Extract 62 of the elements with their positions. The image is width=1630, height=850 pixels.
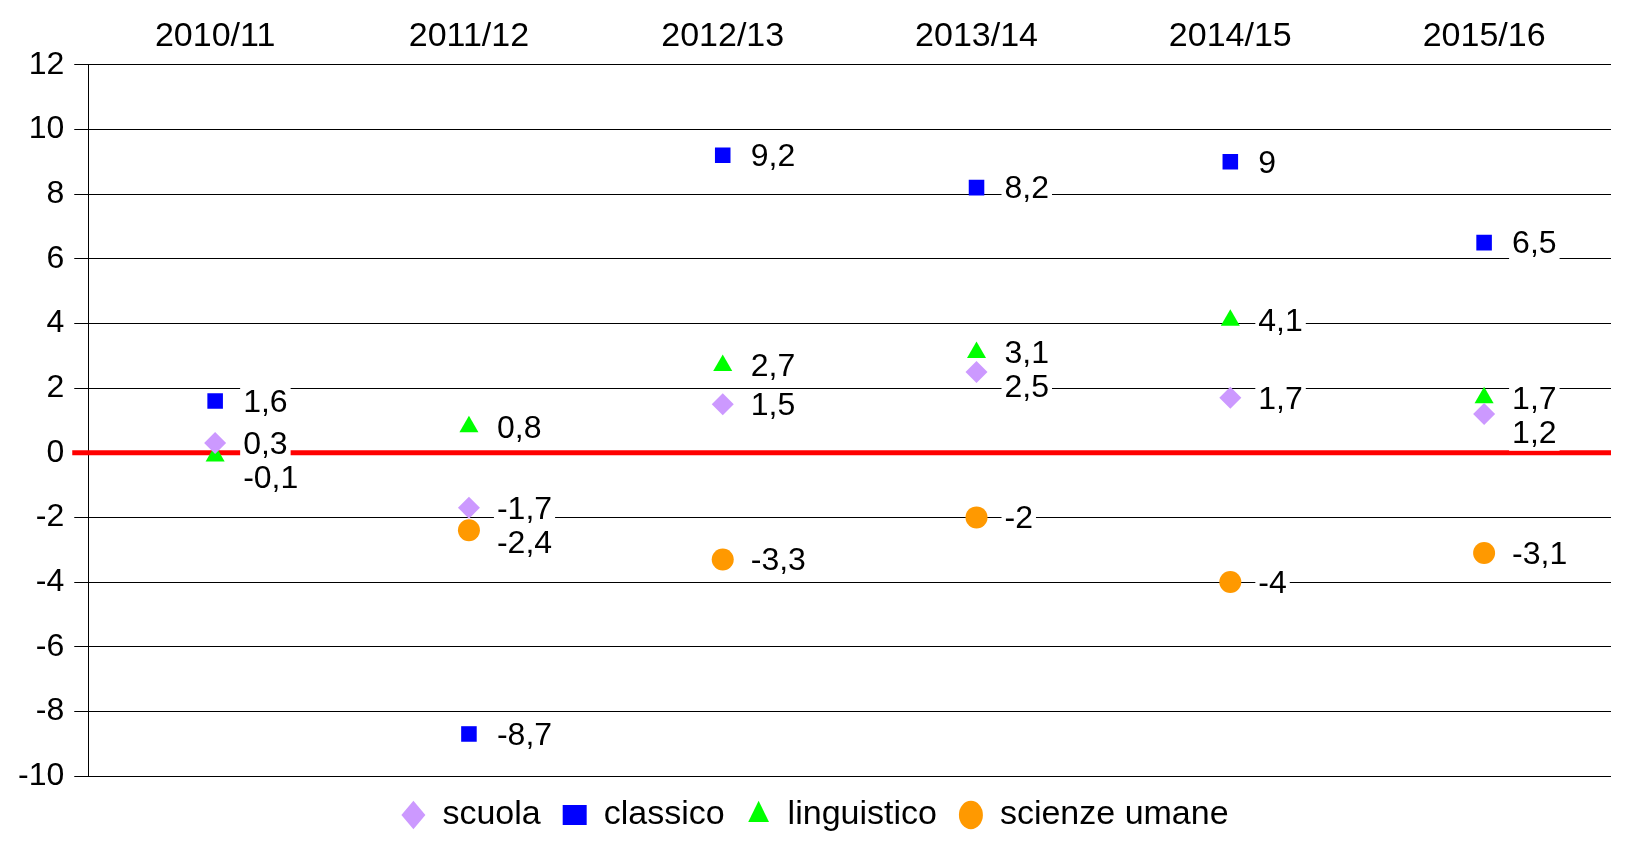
y-tick-label: -6 <box>35 626 65 663</box>
x-tick-label: 2015/16 <box>1422 14 1546 53</box>
y-tick-label: 2 <box>46 367 65 404</box>
x-tick-label: 2010/11 <box>154 14 276 53</box>
data-label: -0,1 <box>243 458 299 495</box>
point <box>1473 402 1496 425</box>
x-tick-label: 2014/15 <box>1168 14 1292 53</box>
data-label: -3,3 <box>750 541 806 578</box>
data-label: 0,8 <box>496 408 542 445</box>
data-label: 8,2 <box>1004 169 1050 206</box>
legend-label: classico <box>603 793 725 832</box>
data-label: -2 <box>1004 499 1033 536</box>
data-label: 0,3 <box>243 424 288 461</box>
y-tick-label: -8 <box>35 691 65 728</box>
data-label: 2,5 <box>1004 368 1050 405</box>
point <box>204 432 227 455</box>
y-tick-label: 0 <box>46 432 65 469</box>
point <box>711 548 734 571</box>
y-tick-label: -4 <box>35 561 65 598</box>
y-tick-label: -10 <box>18 755 65 792</box>
data-label: 9,2 <box>750 137 796 174</box>
data-label: -4 <box>1258 563 1287 600</box>
data-label: 1,6 <box>243 382 288 419</box>
point <box>461 726 477 742</box>
point <box>457 496 480 519</box>
point <box>1476 234 1492 251</box>
legend-label: scuola <box>442 793 541 832</box>
data-label: 1,7 <box>1258 379 1303 416</box>
point <box>457 519 480 542</box>
x-tick-label: 2013/14 <box>915 14 1038 53</box>
data-label: 3,1 <box>1004 334 1050 371</box>
y-tick-label: 4 <box>46 303 65 340</box>
point <box>711 393 734 416</box>
data-label: 1,7 <box>1512 379 1557 416</box>
y-tick-label: -2 <box>35 497 65 534</box>
point <box>207 393 223 409</box>
point <box>1473 541 1496 564</box>
data-label: 6,5 <box>1512 224 1557 261</box>
y-tick-label: 8 <box>46 173 65 210</box>
point <box>965 506 988 529</box>
data-label: 2,7 <box>750 347 796 384</box>
y-tick-label: 12 <box>28 44 65 81</box>
data-label: 1,5 <box>750 386 796 423</box>
point <box>1219 386 1242 409</box>
point <box>968 179 985 196</box>
data-label: -3,1 <box>1512 534 1568 571</box>
data-label: -8,7 <box>496 715 553 752</box>
data-label: 9 <box>1258 143 1277 180</box>
legend-label: linguistico <box>787 793 937 832</box>
data-label: 1,2 <box>1512 413 1557 450</box>
y-tick-label: 10 <box>28 109 65 146</box>
x-tick-label: 2012/13 <box>661 14 785 53</box>
data-label: 4,1 <box>1258 302 1303 339</box>
x-tick-label: 2011/12 <box>408 14 530 53</box>
point <box>1222 154 1239 170</box>
y-tick-label: 6 <box>46 238 65 275</box>
data-label: -2,4 <box>496 523 553 560</box>
legend-label: scienze umane <box>999 793 1229 832</box>
point <box>965 360 988 383</box>
data-label: -1,7 <box>496 489 553 526</box>
point <box>714 147 731 164</box>
point <box>1219 571 1242 594</box>
